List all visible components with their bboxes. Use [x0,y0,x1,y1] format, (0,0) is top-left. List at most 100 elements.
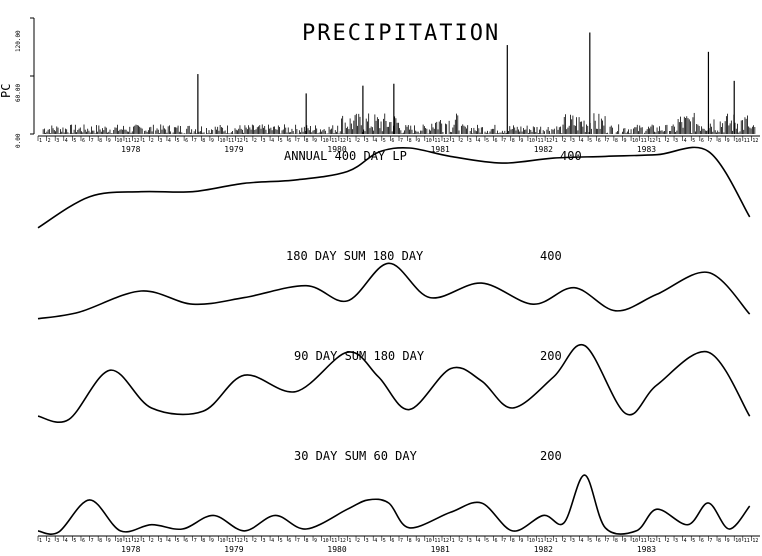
panel3-series-line [37,343,751,424]
top-month-label: 1 [39,138,42,144]
top-month-label: 11 [228,138,234,144]
bottom-month-label: 1 [658,538,661,544]
top-month-label: 7 [297,138,300,144]
bottom-year-label-1978: 1978 [121,545,140,554]
top-month-label: 2 [151,138,154,144]
top-month-label: 12 [443,138,449,144]
bottom-month-label: 6 [185,538,188,544]
top-month-label: 2 [48,138,51,144]
bottom-month-label: 5 [589,538,592,544]
top-month-label: 3 [262,138,265,144]
top-month-label: 7 [606,138,609,144]
bottom-month-label: 6 [598,538,601,544]
top-month-label: 4 [374,138,377,144]
top-month-label: 3 [159,138,162,144]
top-month-label: 3 [675,138,678,144]
top-month-label: 1 [348,138,351,144]
bottom-month-label: 10 [323,538,329,544]
bottom-month-label: 12 [443,538,449,544]
bottom-month-label: 10 [116,538,122,544]
bottom-month-label: 3 [159,538,162,544]
top-month-label: 3 [366,138,369,144]
bottom-month-label: 11 [744,538,750,544]
annual-400-day-panel: ANNUAL 400 DAY LP 400 [37,146,751,229]
bottom-month-label: 2 [357,538,360,544]
bottom-month-label: 5 [486,538,489,544]
bottom-month-label: 10 [529,538,535,544]
top-month-label: 8 [99,138,102,144]
bottom-month-label: 5 [177,538,180,544]
top-month-label: 2 [357,138,360,144]
panel2-label: 180 DAY SUM 180 DAY [286,249,424,263]
panel1-value: 400 [560,149,582,163]
top-month-label: 10 [529,138,535,144]
top-month-label: 7 [709,138,712,144]
top-month-label: 1 [658,138,661,144]
top-month-label: 8 [202,138,205,144]
y-tick-bottom: 0.00 [15,133,22,148]
bottom-year-label-1982: 1982 [534,545,553,554]
bottom-time-axis: 1 2 3 4 5 6 7 8 9 10 11 12 1 2 3 4 5 6 7 8 9 10 11 12 1 2 3 4 5 6 7 8 9 1… [37,535,760,554]
top-month-label: 9 [314,138,317,144]
bottom-month-label: 9 [623,538,626,544]
90-day-sum-panel: 90 DAY SUM 180 DAY 200 [37,343,751,424]
top-month-label: 6 [82,138,85,144]
panel2-value: 400 [540,249,562,263]
bottom-month-label: 11 [641,538,647,544]
top-month-label: 11 [331,138,337,144]
top-month-label: 8 [305,138,308,144]
bottom-month-label: 6 [288,538,291,544]
top-month-label: 5 [383,138,386,144]
bottom-month-label: 8 [615,538,618,544]
top-month-label: 6 [598,138,601,144]
bottom-month-label: 10 [220,538,226,544]
top-year-label-1980: 1980 [327,145,346,154]
bottom-month-label: 12 [649,538,655,544]
bottom-month-label: 9 [314,538,317,544]
bottom-month-label: 1 [452,538,455,544]
bottom-month-label: 1 [39,538,42,544]
top-month-label: 9 [727,138,730,144]
bottom-month-label: 1 [142,538,145,544]
precipitation-bars: 1 2 3 4 5 6 7 8 9 10 11 12 1 2 3 4 5 6 7 8 9 10 11 12 1 2 3 4 5 6 7 8 9 1… [30,17,760,154]
top-month-label: 5 [280,138,283,144]
bottom-month-label: 9 [727,538,730,544]
top-month-label: 12 [546,138,552,144]
y-axis-label: PC [0,84,13,98]
bottom-month-label: 4 [684,538,687,544]
top-month-label: 12 [752,138,758,144]
top-month-label: 6 [391,138,394,144]
top-year-label-1982: 1982 [534,145,553,154]
top-month-label: 9 [623,138,626,144]
top-month-label: 5 [692,138,695,144]
top-month-label: 11 [125,138,131,144]
bottom-month-label: 5 [73,538,76,544]
panel4-series-line [37,474,751,535]
top-month-label: 4 [168,138,171,144]
top-month-label: 10 [426,138,432,144]
top-month-label: 7 [400,138,403,144]
top-month-label: 12 [237,138,243,144]
top-year-label-1981: 1981 [431,145,450,154]
top-month-label: 11 [641,138,647,144]
bottom-month-label: 3 [469,538,472,544]
top-month-label: 10 [116,138,122,144]
panel4-value: 200 [540,449,562,463]
top-month-label: 6 [185,138,188,144]
top-month-label: 2 [563,138,566,144]
top-month-label: 12 [134,138,140,144]
bottom-month-label: 2 [563,538,566,544]
top-month-label: 1 [555,138,558,144]
bottom-month-label: 8 [409,538,412,544]
bottom-month-label: 5 [280,538,283,544]
bottom-month-label: 4 [271,538,274,544]
top-year-label-1978: 1978 [121,145,140,154]
bottom-month-label: 9 [520,538,523,544]
bottom-month-label: 8 [99,538,102,544]
top-month-label: 4 [65,138,68,144]
top-month-label: 5 [177,138,180,144]
bottom-month-label: 4 [65,538,68,544]
panel3-value: 200 [540,349,562,363]
bottom-month-label: 3 [675,538,678,544]
30-day-sum-panel: 30 DAY SUM 60 DAY 200 [37,449,751,535]
